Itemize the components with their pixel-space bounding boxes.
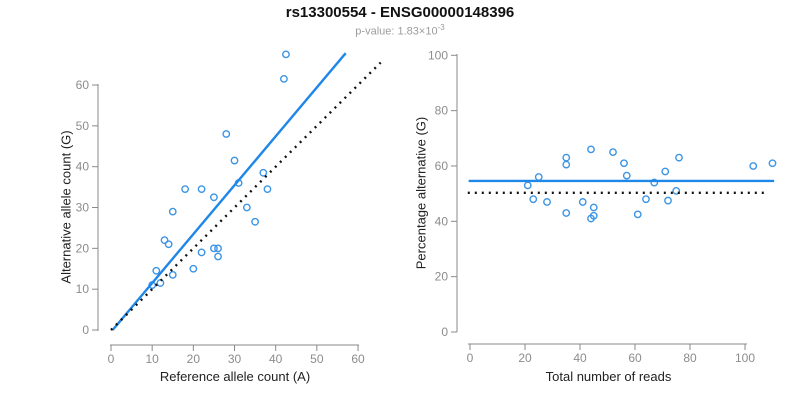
right-x-tick-label: 40 (573, 351, 587, 365)
left-data-point (230, 156, 239, 165)
right-data-point (664, 196, 672, 205)
left-x-tick-label: 40 (269, 352, 283, 366)
left-x-tick-label: 50 (310, 352, 324, 366)
left-y-tick-label: 60 (76, 78, 90, 92)
plot-subtitle-pvalue: p-value: 1.83×10-3 (0, 23, 800, 38)
right-data-point (650, 178, 659, 187)
left-data-point (280, 74, 288, 83)
left-data-point (282, 50, 290, 59)
right-data-point (609, 148, 617, 157)
left-data-point (210, 193, 218, 202)
left-x-tick-label: 20 (187, 352, 201, 366)
right-data-point (587, 214, 595, 223)
left-data-point (197, 248, 206, 257)
right-data-point (749, 162, 758, 170)
right-x-axis-label: Total number of reads (545, 369, 672, 384)
right-data-point (622, 171, 631, 180)
right-x-tick-label: 80 (683, 351, 697, 365)
left-y-tick-label: 10 (76, 282, 90, 296)
left-x-tick-label: 10 (145, 352, 159, 366)
left-data-point (210, 244, 218, 253)
left-data-point (156, 279, 165, 287)
right-data-point (523, 181, 532, 190)
right-data-point (534, 173, 543, 181)
left-data-point (197, 185, 206, 194)
left-data-point (251, 217, 259, 226)
left-data-point (214, 244, 222, 253)
right-y-tick-label: 60 (435, 159, 449, 173)
left-data-point (189, 264, 198, 273)
right-y-axis-label: Percentage alternative (G) (413, 116, 429, 270)
right-data-point (675, 153, 683, 162)
left-y-tick-label: 50 (76, 119, 90, 133)
right-x-tick-label: 60 (628, 351, 642, 365)
right-data-point (642, 195, 650, 204)
right-data-point (562, 160, 571, 169)
right-data-point (562, 153, 571, 162)
right-y-tick-label: 40 (435, 214, 449, 228)
right-x-tick-label: 0 (467, 351, 474, 365)
regression-line (111, 52, 347, 331)
right-y-tick-label: 100 (428, 48, 448, 62)
left-y-tick-label: 20 (76, 241, 90, 255)
left-data-point (164, 240, 173, 249)
left-data-point (152, 266, 161, 275)
left-data-point (259, 168, 268, 177)
left-data-point (168, 207, 177, 216)
right-data-point (578, 198, 587, 206)
right-data-point (543, 198, 551, 206)
left-y-tick-label: 0 (82, 323, 89, 337)
right-data-point (768, 159, 777, 168)
right-data-point (529, 195, 538, 204)
left-x-tick-label: 30 (228, 352, 242, 366)
left-data-point (160, 236, 169, 245)
right-data-point (661, 167, 670, 176)
right-x-tick-label: 100 (735, 351, 755, 365)
left-y-tick-label: 40 (76, 160, 90, 174)
pvalue-exponent: -3 (437, 23, 445, 32)
right-data-point (633, 210, 642, 219)
right-data-point (589, 203, 598, 212)
left-data-point (181, 185, 190, 194)
pvalue-text: p-value: 1.83×10 (355, 25, 438, 38)
left-data-point (168, 270, 177, 279)
left-x-tick-label: 0 (108, 352, 115, 366)
left-x-axis-label: Reference allele count (A) (159, 369, 311, 384)
right-x-tick-label: 20 (518, 351, 532, 365)
left-data-point (222, 130, 231, 138)
right-data-point (562, 209, 571, 217)
identity-line (110, 61, 382, 331)
left-y-tick-label: 30 (76, 201, 90, 215)
right-data-point (620, 159, 628, 168)
right-data-point (672, 186, 681, 195)
left-data-point (214, 252, 222, 261)
plot-title: rs13300554 - ENSG00000148396 (285, 4, 515, 21)
left-y-axis-label: Alternative allele count (G) (58, 130, 74, 284)
right-y-tick-label: 0 (441, 325, 448, 339)
right-y-tick-label: 80 (435, 104, 449, 118)
left-data-point (242, 203, 251, 212)
right-y-tick-label: 20 (435, 270, 449, 284)
right-data-point (587, 145, 595, 154)
left-x-tick-label: 60 (351, 352, 365, 366)
left-data-point (263, 185, 272, 194)
